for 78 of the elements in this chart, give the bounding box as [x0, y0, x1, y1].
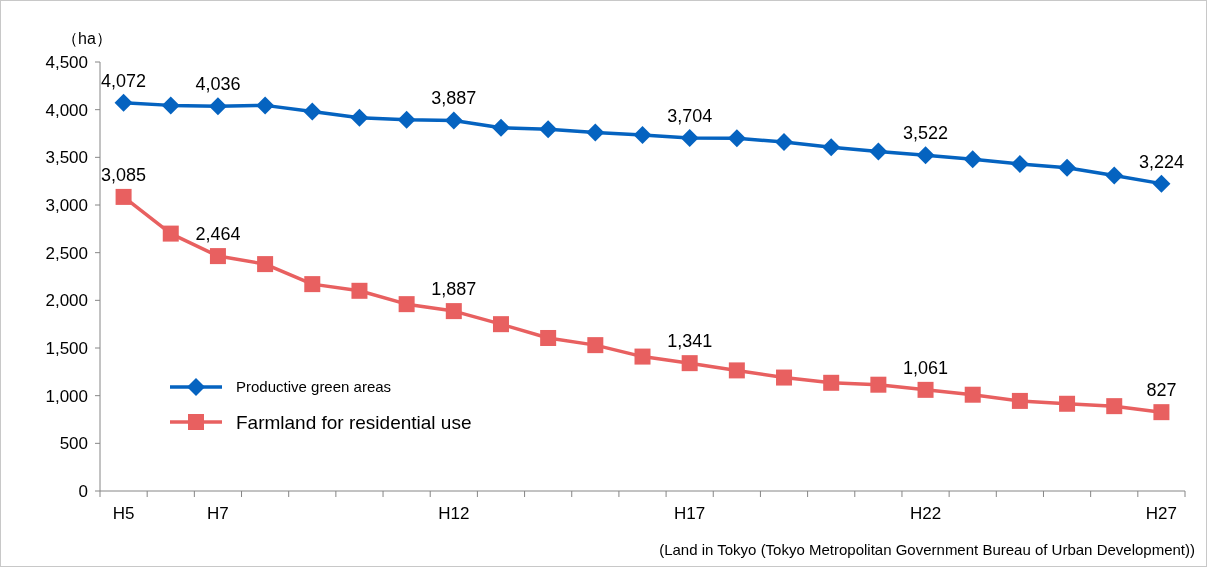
data-label: 1,061 — [903, 357, 949, 378]
point — [351, 282, 368, 299]
point — [869, 142, 888, 161]
point — [634, 348, 651, 365]
point — [539, 120, 558, 139]
point — [444, 111, 463, 130]
point — [1105, 166, 1124, 185]
y-axis-title: （ha） — [62, 30, 112, 47]
point — [916, 146, 935, 165]
data-label: 4,072 — [101, 70, 147, 91]
legend-label: Productive green areas — [236, 378, 392, 396]
point — [964, 386, 981, 403]
point — [822, 138, 841, 157]
point — [633, 125, 652, 144]
data-label: 1,887 — [431, 279, 477, 300]
x-tick-label: H17 — [674, 504, 706, 523]
x-tick-label: H5 — [112, 504, 135, 523]
data-label: 3,887 — [431, 88, 477, 109]
point — [492, 316, 509, 333]
x-tick-label: H22 — [909, 504, 942, 523]
point — [776, 369, 793, 386]
point — [398, 296, 415, 313]
y-tick-label: 1,500 — [45, 338, 88, 358]
point — [162, 225, 179, 242]
point — [491, 118, 510, 137]
data-label: 3,704 — [667, 105, 713, 126]
y-tick-label: 0 — [78, 481, 88, 501]
point — [257, 256, 274, 273]
data-label: 1,341 — [667, 331, 713, 352]
x-tick-label: H7 — [207, 504, 229, 523]
point — [397, 110, 416, 129]
point — [727, 129, 746, 148]
point — [681, 355, 698, 372]
y-tick-label: 3,000 — [45, 195, 88, 215]
point — [445, 303, 462, 320]
point — [115, 188, 132, 205]
data-label: 3,085 — [101, 164, 147, 185]
y-tick-label: 2,000 — [45, 291, 88, 311]
point — [540, 329, 557, 346]
point — [114, 93, 133, 112]
point — [1059, 395, 1076, 412]
y-tick-label: 3,500 — [45, 148, 88, 168]
point — [680, 128, 699, 147]
point — [303, 102, 322, 121]
text: (Land in Tokyo (Tokyo Metropolitan Government Bureau of Urban Development)) — [659, 541, 1195, 558]
point — [917, 381, 934, 398]
point — [870, 376, 887, 393]
point — [256, 96, 275, 115]
data-label: 2,464 — [195, 224, 241, 245]
point — [823, 374, 840, 391]
point — [1153, 404, 1170, 421]
point — [209, 248, 226, 265]
point — [775, 133, 794, 152]
data-label: 3,224 — [1138, 151, 1184, 172]
y-tick-label: 4,500 — [45, 52, 88, 72]
point — [161, 96, 180, 115]
data-label: 827 — [1146, 380, 1177, 401]
point — [304, 276, 321, 293]
x-tick-label: H27 — [1145, 504, 1178, 523]
y-tick-label: 4,000 — [45, 100, 88, 120]
y-tick-label: 1,000 — [45, 386, 88, 406]
y-tick-label: 2,500 — [45, 243, 88, 263]
y-tick-label: 500 — [59, 434, 88, 454]
point — [1010, 155, 1029, 174]
point — [1152, 174, 1171, 193]
point — [963, 150, 982, 169]
point — [587, 337, 604, 354]
data-label: 4,036 — [195, 74, 241, 95]
point — [350, 108, 369, 127]
legend-label: Farmland for residential use — [236, 411, 472, 433]
point — [1106, 398, 1123, 415]
point — [1058, 158, 1077, 177]
point — [1011, 392, 1028, 409]
point — [208, 97, 227, 116]
x-tick-label: H12 — [438, 504, 470, 523]
point — [586, 123, 605, 142]
data-label: 3,522 — [903, 123, 949, 144]
point — [728, 362, 745, 379]
